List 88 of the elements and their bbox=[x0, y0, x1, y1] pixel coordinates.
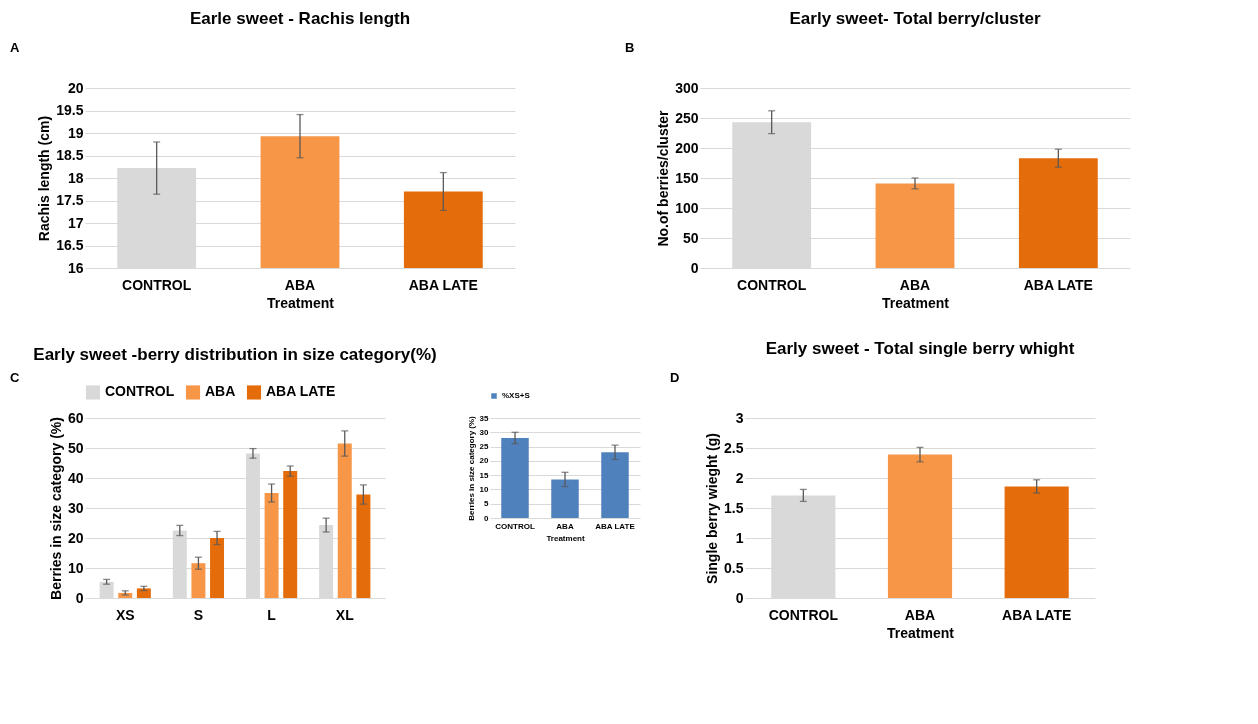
x-tick-label: L bbox=[267, 606, 277, 623]
x-tick-label: S bbox=[193, 606, 204, 623]
x-axis-title: Treatment bbox=[267, 294, 335, 311]
y-tick-label: 15 bbox=[479, 470, 490, 480]
y-tick-label: 17.5 bbox=[56, 192, 84, 208]
chart-title: Early sweet- Total berry/cluster bbox=[789, 9, 1041, 28]
chart-title: Earle sweet - Rachis length bbox=[189, 9, 411, 28]
y-tick-label: 150 bbox=[675, 169, 699, 186]
y-tick-label: 30 bbox=[479, 427, 490, 437]
y-tick-label: 25 bbox=[479, 442, 490, 452]
y-tick-label: 10 bbox=[479, 484, 490, 494]
x-axis-title: Treatment bbox=[887, 624, 955, 641]
x-tick-label: ABA bbox=[556, 521, 574, 531]
chart-title: Early sweet - Total single berry whight bbox=[765, 339, 1075, 358]
x-axis-title: Treatment bbox=[882, 294, 950, 311]
x-tick-label: CONTROL bbox=[495, 521, 535, 531]
bar bbox=[501, 438, 529, 518]
legend-label: ABA LATE bbox=[266, 383, 336, 400]
y-axis-title: No.of berries/cluster bbox=[655, 109, 672, 247]
x-tick-label: CONTROL bbox=[122, 276, 192, 293]
y-tick-label: 30 bbox=[67, 499, 84, 516]
y-tick-label: 0 bbox=[484, 513, 490, 523]
text: B bbox=[625, 40, 635, 55]
y-tick-label: 35 bbox=[479, 413, 490, 423]
y-tick-label: 5 bbox=[484, 499, 490, 509]
y-tick-label: 18.5 bbox=[56, 147, 84, 163]
y-tick-label: 2.5 bbox=[724, 439, 744, 456]
bar bbox=[283, 471, 298, 598]
y-tick-label: 16.5 bbox=[56, 237, 84, 253]
bar bbox=[264, 493, 279, 598]
x-tick-label: XL bbox=[335, 606, 355, 623]
bar bbox=[356, 494, 371, 598]
bar bbox=[875, 183, 955, 268]
bar bbox=[601, 452, 629, 518]
y-tick-label: 1 bbox=[735, 529, 744, 546]
y-axis-title: Berries in size category (%) bbox=[47, 417, 64, 600]
y-tick-label: 50 bbox=[67, 439, 84, 456]
bar bbox=[191, 563, 206, 598]
legend-label: %XS+S bbox=[502, 391, 531, 400]
y-tick-label: 0 bbox=[735, 589, 744, 606]
chart-title: Early sweet -berry distribution in size category(%) bbox=[33, 345, 437, 364]
y-axis-title: Single berry wieght (g) bbox=[704, 433, 721, 584]
x-tick-label: ABA bbox=[899, 276, 931, 293]
x-tick-label: CONTROL bbox=[737, 276, 807, 293]
legend-label: CONTROL bbox=[105, 383, 175, 400]
bar bbox=[1004, 486, 1069, 598]
x-tick-label: CONTROL bbox=[768, 606, 839, 623]
y-tick-label: 1.5 bbox=[724, 499, 744, 516]
x-tick-label: ABA LATE bbox=[595, 521, 636, 531]
text: D bbox=[670, 370, 680, 385]
y-tick-label: 2 bbox=[735, 469, 744, 486]
x-tick-label: ABA bbox=[284, 276, 316, 293]
legend-label: ABA bbox=[205, 383, 236, 400]
y-tick-label: 0.5 bbox=[724, 559, 744, 576]
y-tick-label: 60 bbox=[67, 409, 84, 426]
y-tick-label: 200 bbox=[675, 139, 699, 156]
y-tick-label: 0 bbox=[690, 259, 699, 276]
y-tick-label: 16 bbox=[67, 259, 84, 276]
text: C bbox=[10, 370, 20, 385]
y-axis-title: Berries in size category (%) bbox=[466, 415, 476, 521]
y-tick-label: 0 bbox=[75, 589, 84, 606]
x-axis-title: Treatment bbox=[546, 533, 585, 543]
bar bbox=[337, 443, 352, 598]
text: A bbox=[10, 40, 20, 55]
x-tick-label: ABA LATE bbox=[1023, 276, 1093, 293]
y-tick-label: 100 bbox=[675, 199, 699, 216]
y-tick-label: 3 bbox=[735, 409, 744, 426]
bar bbox=[887, 454, 953, 598]
y-tick-label: 250 bbox=[675, 109, 699, 126]
bar bbox=[1018, 158, 1098, 268]
bar bbox=[551, 479, 579, 518]
x-tick-label: ABA LATE bbox=[408, 276, 478, 293]
y-tick-label: 20 bbox=[67, 79, 84, 96]
bar bbox=[210, 538, 225, 598]
y-tick-label: 17 bbox=[67, 214, 84, 231]
y-tick-label: 10 bbox=[67, 559, 84, 576]
y-tick-label: 19.5 bbox=[56, 102, 84, 118]
y-tick-label: 19 bbox=[67, 124, 84, 141]
x-tick-label: ABA bbox=[904, 606, 936, 623]
y-tick-label: 20 bbox=[67, 529, 84, 546]
y-axis-title: Rachis length (cm) bbox=[36, 115, 53, 242]
y-tick-label: 300 bbox=[675, 79, 699, 96]
y-tick-label: 40 bbox=[67, 469, 84, 486]
x-tick-label: ABA LATE bbox=[1002, 606, 1072, 623]
x-tick-label: XS bbox=[115, 606, 135, 623]
y-tick-label: 20 bbox=[479, 456, 490, 466]
y-tick-label: 50 bbox=[682, 229, 699, 246]
y-tick-label: 18 bbox=[67, 169, 84, 186]
